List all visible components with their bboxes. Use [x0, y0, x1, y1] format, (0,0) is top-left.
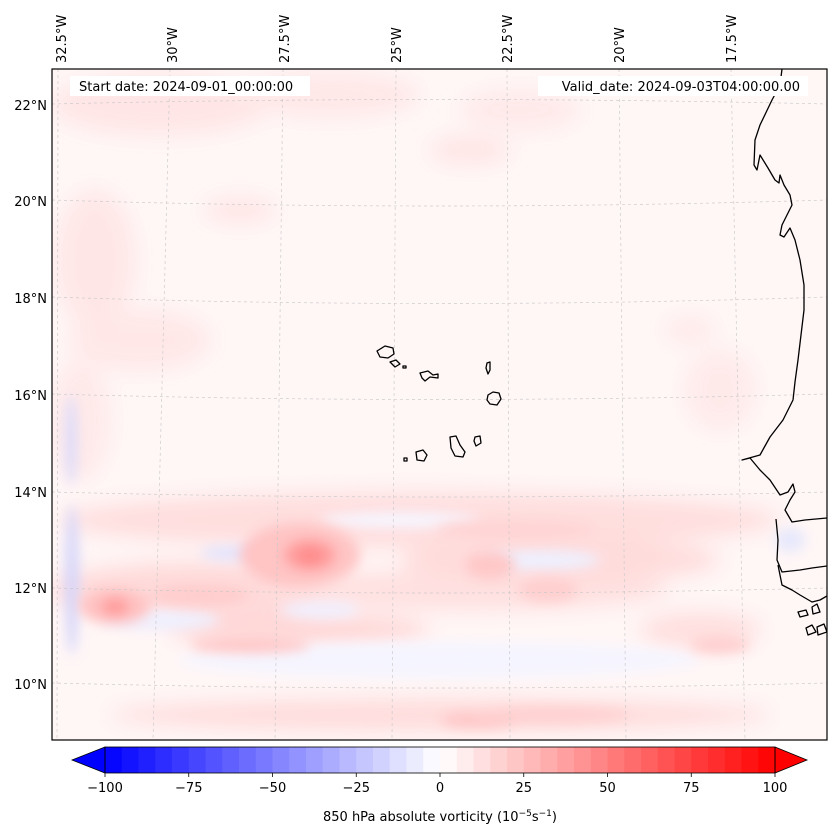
colorbar-bin [339, 747, 357, 773]
colorbar-bin [188, 747, 206, 773]
colorbar-bin [406, 747, 424, 773]
colorbar-bin [356, 747, 374, 773]
island-santiago [449, 435, 466, 458]
lon-label: 17.5°W [725, 15, 740, 63]
lon-label: 22.5°W [501, 15, 516, 63]
colorbar-bin [724, 747, 742, 773]
colorbar-ticks: −100 −75 −50 −25 0 25 50 75 100 [87, 773, 787, 796]
valid-date-label: Valid_date: 2024-09-03T04:00:00.00 [562, 80, 800, 95]
colorbar-bin [624, 747, 642, 773]
colorbar-tick-label: 0 [436, 781, 444, 796]
lat-label: 18°N [14, 292, 47, 307]
lat-label: 22°N [14, 99, 47, 114]
colorbar-bin [590, 747, 608, 773]
colorbar-bin [138, 747, 156, 773]
colorbar-bin [222, 747, 240, 773]
colorbar-bin [540, 747, 558, 773]
colorbar-tick-label: 50 [599, 781, 616, 796]
island-sao-nicolau [419, 370, 439, 382]
colorbar-bin [657, 747, 675, 773]
colorbar-tick-label: −100 [87, 781, 123, 796]
colorbar: −100 −75 −50 −25 0 25 50 75 100 850 hPa absolute… [70, 746, 809, 825]
colorbar-bin [389, 747, 407, 773]
colorbar-bin [205, 747, 223, 773]
colorbar-bin [574, 747, 592, 773]
island-boa-vista [486, 391, 502, 406]
colorbar-bin [641, 747, 659, 773]
colorbar-bin [289, 747, 307, 773]
colorbar-bin [121, 747, 139, 773]
valid-date-box [538, 76, 808, 96]
island-maio [473, 435, 482, 447]
colorbar-bins [105, 747, 776, 773]
map-frame [51, 68, 828, 741]
colorbar-bin [322, 747, 340, 773]
colorbar-tick-label: 100 [763, 781, 788, 796]
colorbar-bin [306, 747, 324, 773]
africa-coast-south [775, 518, 827, 573]
colorbar-label-end: ) [552, 810, 557, 825]
colorbar-bin [255, 747, 273, 773]
island-santo-antao [376, 345, 395, 359]
longitude-labels: 32.5°W 30°W 27.5°W 25°W 22.5°W 20°W 17.5… [55, 15, 740, 63]
lon-label: 20°W [613, 27, 628, 63]
colorbar-bin [473, 747, 491, 773]
lon-label: 32.5°W [55, 15, 70, 63]
graticule [52, 69, 827, 740]
colorbar-bin [272, 747, 290, 773]
island-brava [403, 457, 408, 462]
lon-label: 27.5°W [278, 15, 293, 63]
colorbar-bin [373, 747, 391, 773]
colorbar-bin [105, 747, 123, 773]
colorbar-bin [758, 747, 776, 773]
colorbar-label: 850 hPa absolute vorticity (10−5s−1) [323, 809, 557, 825]
lon-label: 30°W [166, 27, 181, 63]
lat-label: 10°N [14, 678, 47, 693]
colorbar-bin [155, 747, 173, 773]
colorbar-tick-label: 25 [515, 781, 532, 796]
island-santa-luzia [402, 365, 407, 369]
island-sal [485, 361, 491, 375]
colorbar-bin [423, 747, 441, 773]
start-date-label: Start date: 2024-09-01_00:00:00 [79, 80, 293, 95]
lat-label: 12°N [14, 582, 47, 597]
coastlines [376, 69, 827, 636]
colorbar-bin [708, 747, 726, 773]
colorbar-bin [172, 747, 190, 773]
colorbar-bin [507, 747, 525, 773]
lat-label: 16°N [14, 389, 47, 404]
africa-coast-north [741, 69, 827, 523]
bijagos-islands [797, 603, 827, 636]
colorbar-bin [741, 747, 759, 773]
colorbar-bin [557, 747, 575, 773]
latitude-labels: 22°N 20°N 18°N 16°N 14°N 12°N 10°N [14, 99, 47, 693]
colorbar-bin [523, 747, 541, 773]
lon-label: 25°W [390, 27, 405, 63]
colorbar-bin [440, 747, 458, 773]
island-fogo [415, 449, 428, 462]
colorbar-extend-low [70, 746, 106, 774]
start-date-box [70, 76, 310, 96]
colorbar-extend-high [774, 746, 809, 774]
colorbar-bin [239, 747, 257, 773]
colorbar-bin [607, 747, 625, 773]
lat-label: 20°N [14, 195, 47, 210]
colorbar-tick-label: −75 [175, 781, 202, 796]
colorbar-label-exponent: −5 [519, 809, 532, 819]
colorbar-bin [490, 747, 508, 773]
map-panel: Start date: 2024-09-01_00:00:00 Valid_da… [51, 68, 828, 741]
island-sao-vicente [389, 359, 401, 368]
colorbar-bin [456, 747, 474, 773]
colorbar-tick-label: 75 [683, 781, 700, 796]
lat-label: 14°N [14, 486, 47, 501]
colorbar-bin [691, 747, 709, 773]
colorbar-label-text: 850 hPa absolute vorticity (10 [323, 810, 519, 825]
colorbar-label-unit: s [532, 810, 539, 825]
guinea-coast [777, 564, 827, 603]
colorbar-bin [674, 747, 692, 773]
colorbar-tick-label: −50 [259, 781, 286, 796]
colorbar-tick-label: −25 [343, 781, 370, 796]
colorbar-label-exponent: −1 [539, 809, 552, 819]
